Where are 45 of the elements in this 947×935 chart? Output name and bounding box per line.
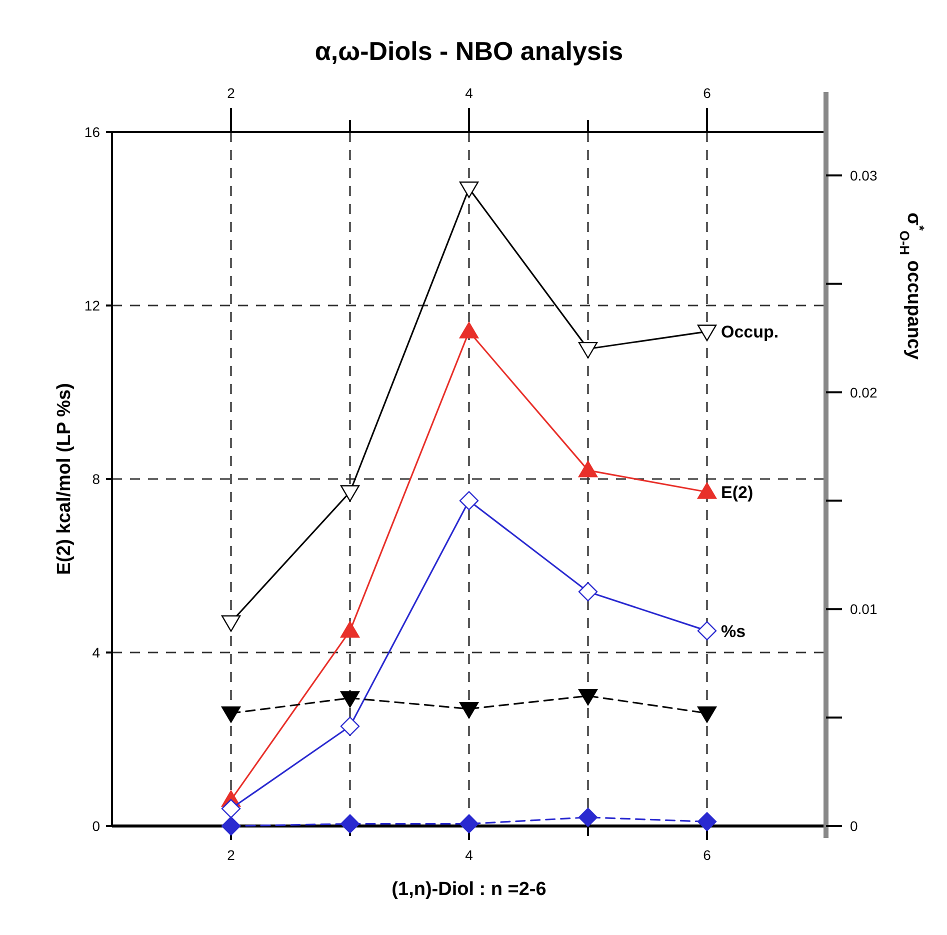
x2-tick-label: 6 [703, 85, 712, 101]
point [578, 342, 598, 358]
point [578, 688, 598, 706]
y2-tick-label: 0.01 [850, 601, 878, 618]
point [459, 814, 479, 834]
point [578, 808, 598, 827]
y2-tick-label: 0 [850, 818, 858, 834]
y-tick-label: 16 [84, 124, 100, 140]
x2-tick-label: 4 [465, 85, 474, 101]
series-label: Occup. [721, 322, 779, 342]
x-axis-title: (1,n)-Diol : n =2-6 [392, 879, 546, 900]
x-tick-label: 6 [703, 847, 712, 863]
point [340, 814, 360, 834]
point [221, 706, 241, 723]
point [697, 812, 717, 832]
point [221, 799, 241, 818]
point [459, 322, 479, 338]
y-axis-title: E(2) kcal/mol (LP %s) [54, 383, 75, 575]
y2-tick-label: 0.02 [850, 384, 878, 400]
point [340, 691, 360, 708]
point [459, 491, 479, 510]
x2-tick-label: 2 [227, 85, 236, 101]
point [221, 816, 241, 836]
y-tick-label: 8 [92, 471, 100, 487]
series-label: E(2) [721, 483, 754, 502]
x-tick-label: 2 [227, 847, 236, 863]
y2-tick-label: 0.03 [850, 167, 878, 184]
chart-title: α,ω-Diols - NBO analysis [314, 36, 624, 66]
point [578, 460, 598, 478]
point [221, 615, 241, 632]
point [578, 582, 598, 602]
y-tick-label: 0 [92, 818, 100, 834]
point [340, 716, 360, 736]
point [697, 621, 717, 640]
point [697, 482, 717, 499]
y-tick-label: 12 [84, 298, 100, 314]
point [459, 702, 479, 718]
point [697, 706, 717, 723]
series-label: %s [721, 622, 746, 641]
point [459, 181, 479, 198]
x-tick-label: 4 [465, 847, 474, 863]
y-tick-label: 4 [92, 644, 100, 660]
point [697, 324, 717, 342]
point [340, 621, 360, 638]
point [340, 485, 360, 502]
